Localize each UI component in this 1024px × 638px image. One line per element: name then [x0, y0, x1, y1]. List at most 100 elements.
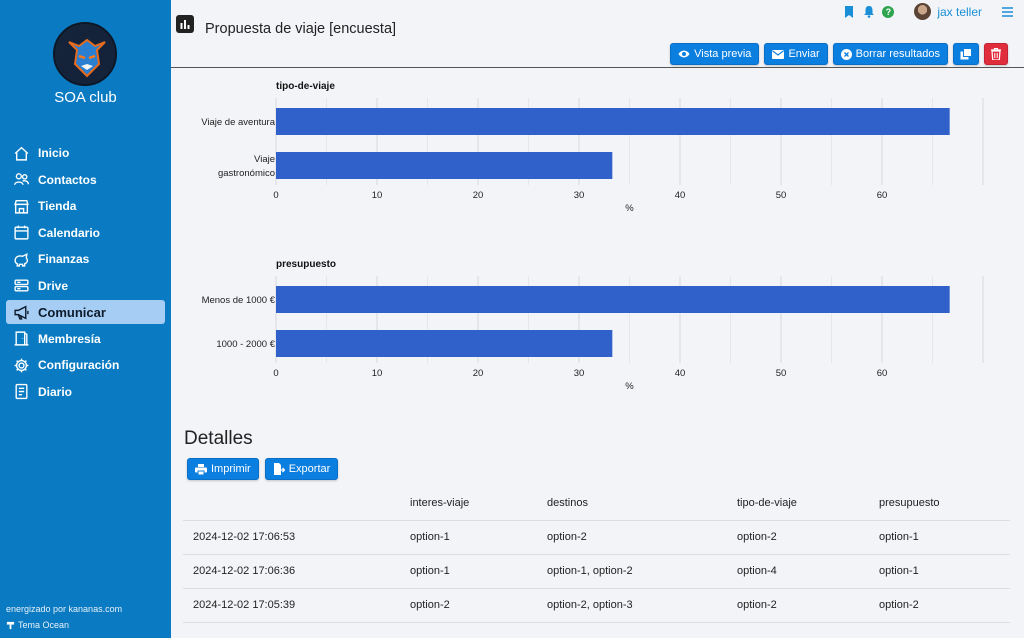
cell-date: 2024-12-02 17:05:39 — [183, 588, 400, 623]
bar — [276, 286, 950, 313]
category-label: Viaje de aventura — [201, 117, 275, 128]
tick-label: 20 — [473, 190, 484, 201]
journal-icon — [15, 384, 28, 400]
cell-presupuesto: option-1 — [869, 520, 1010, 555]
sidebar-item-tienda[interactable]: Tienda — [6, 193, 165, 220]
tick-label: 40 — [675, 190, 686, 201]
theme-label: Tema Ocean — [18, 620, 70, 630]
tick-label: 50 — [776, 368, 787, 379]
megaphone-icon — [14, 305, 29, 320]
export-button[interactable]: Exportar — [264, 458, 339, 480]
close-circle-icon — [840, 48, 852, 60]
x-axis-label: % — [625, 381, 634, 392]
delete-button[interactable] — [984, 43, 1008, 65]
x-axis-label: % — [625, 203, 634, 214]
column-header-destinos[interactable]: destinos — [537, 487, 727, 521]
column-header-date — [183, 487, 400, 521]
top-bar: ? jax teller — [842, 3, 1014, 20]
send-button[interactable]: Enviar — [764, 43, 828, 65]
chart-tipo-de-viaje: tipo-de-viaje Viaje de aventura Viaje gastr… — [171, 70, 1024, 225]
powered-by[interactable]: energizado por kananas.com — [6, 604, 123, 614]
finance-icon — [14, 252, 29, 267]
tick-label: 0 — [273, 190, 278, 201]
category-label: Viaje — [254, 154, 275, 165]
details-title: Detalles — [184, 428, 253, 449]
sidebar-item-label: Diario — [38, 384, 73, 399]
category-label: Menos de 1000 € — [202, 295, 276, 306]
copy-icon — [960, 48, 972, 60]
sidebar-item-label: Comunicar — [38, 304, 106, 320]
club-logo[interactable] — [53, 22, 117, 86]
column-header-interes-viaje[interactable]: interes-viaje — [400, 487, 537, 521]
sidebar-item-diario[interactable]: Diario — [6, 379, 165, 406]
sidebar-item-label: Tienda — [38, 199, 77, 214]
header-actions: Vista previa Enviar Borrar resultados — [670, 43, 1008, 65]
export-label: Exportar — [288, 463, 331, 475]
sidebar-item-label: Membresía — [38, 331, 101, 346]
export-file-icon — [273, 463, 285, 475]
club-name: SOA club — [54, 89, 117, 106]
cell-tipo-de-viaje: option-4 — [727, 554, 869, 589]
sidebar-item-label: Configuración — [38, 358, 120, 373]
cell-interes-viaje: option-2 — [400, 588, 537, 623]
table-row: 2024-12-02 17:05:39 option-2 option-2, o… — [183, 588, 1010, 623]
chart-presupuesto: presupuesto Menos de 1000 € 1000 - 2000 € 0… — [171, 248, 1024, 403]
bookmark-icon[interactable] — [842, 5, 856, 19]
preview-label: Vista previa — [694, 48, 752, 60]
tick-label: 20 — [473, 368, 484, 379]
table-header-row: interes-viaje destinos tipo-de-viaje pre… — [183, 487, 1010, 521]
sidebar-item-label: Calendario — [38, 225, 101, 240]
clear-label: Borrar resultados — [855, 48, 940, 60]
send-label: Enviar — [788, 48, 820, 60]
user-name[interactable]: jax teller — [937, 4, 982, 19]
cell-destinos: option-2 — [537, 520, 727, 555]
bar — [276, 108, 950, 135]
gear-icon — [14, 358, 29, 373]
sidebar: SOA club Inicio Contactos Tienda Calenda… — [0, 0, 171, 638]
print-button[interactable]: Imprimir — [187, 458, 259, 480]
clear-results-button[interactable]: Borrar resultados — [832, 43, 948, 65]
eye-icon — [678, 50, 690, 58]
column-header-presupuesto[interactable]: presupuesto — [869, 487, 1010, 521]
avatar[interactable] — [914, 3, 932, 20]
sidebar-item-label: Contactos — [38, 172, 97, 187]
bar — [276, 152, 613, 179]
tick-label: 40 — [675, 368, 686, 379]
category-label: 1000 - 2000 € — [216, 339, 275, 350]
menu-icon[interactable] — [1000, 5, 1014, 19]
sidebar-item-drive[interactable]: Drive — [6, 273, 165, 300]
details-actions: Imprimir Exportar — [187, 458, 339, 480]
help-icon[interactable]: ? — [882, 5, 895, 18]
table-row: 2024-12-02 17:06:53 option-1 option-2 op… — [183, 520, 1010, 555]
sidebar-item-finanzas[interactable]: Finanzas — [6, 246, 165, 273]
sidebar-item-configuracion[interactable]: Configuración — [6, 352, 165, 379]
column-header-tipo-de-viaje[interactable]: tipo-de-viaje — [727, 487, 869, 521]
tick-label: 60 — [877, 368, 888, 379]
tick-label: 0 — [273, 368, 278, 379]
store-icon — [14, 199, 29, 214]
sidebar-item-inicio[interactable]: Inicio — [6, 140, 165, 167]
theme-switcher[interactable]: Tema Ocean — [6, 620, 69, 630]
bell-icon[interactable] — [862, 5, 876, 19]
tick-label: 10 — [372, 368, 383, 379]
cell-presupuesto: option-1 — [869, 554, 1010, 589]
printer-icon — [195, 463, 207, 475]
table-row: 2024-12-02 17:06:36 option-1 option-1, o… — [183, 554, 1010, 589]
cell-destinos: option-1, option-2 — [537, 554, 727, 589]
cell-interes-viaje: option-1 — [400, 554, 537, 589]
cell-interes-viaje: option-1 — [400, 520, 537, 555]
sidebar-item-comunicar[interactable]: Comunicar — [6, 300, 165, 324]
envelope-icon — [772, 49, 785, 59]
chart-presupuesto-svg: presupuesto Menos de 1000 € 1000 - 2000 € 0… — [202, 259, 984, 392]
sidebar-item-calendario[interactable]: Calendario — [6, 220, 165, 247]
sidebar-item-label: Finanzas — [38, 252, 90, 267]
chart-tipo-de-viaje-svg: tipo-de-viaje Viaje de aventura Viaje gastr… — [201, 81, 984, 214]
tick-label: 30 — [574, 368, 585, 379]
preview-button[interactable]: Vista previa — [670, 43, 760, 65]
sidebar-item-contactos[interactable]: Contactos — [6, 167, 165, 194]
cell-date: 2024-12-02 17:06:36 — [183, 554, 400, 589]
details-table: interes-viaje destinos tipo-de-viaje pre… — [183, 487, 1010, 623]
duplicate-button[interactable] — [953, 43, 979, 65]
sidebar-item-membresia[interactable]: Membresía — [6, 326, 165, 353]
sidebar-item-label: Drive — [38, 278, 69, 293]
